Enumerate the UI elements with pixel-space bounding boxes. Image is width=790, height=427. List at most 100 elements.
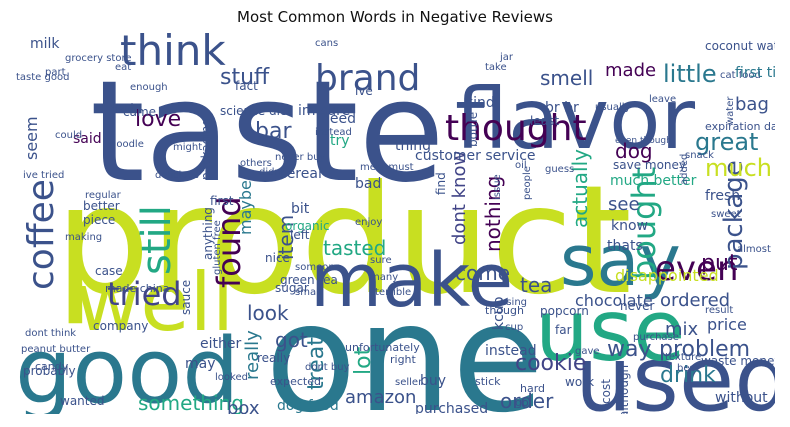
cloud-word: save money	[613, 158, 686, 172]
cloud-word: popcorn	[540, 304, 589, 318]
cloud-word: problem	[659, 337, 750, 362]
cloud-word: issue	[492, 174, 503, 200]
cloud-word: expected	[270, 375, 321, 388]
cloud-word: good	[15, 319, 239, 414]
cloud-word: enjoy	[355, 217, 382, 228]
cloud-word: thought	[445, 108, 587, 149]
cloud-word: looked	[215, 372, 248, 383]
cloud-word: candy	[35, 360, 69, 373]
cloud-word: stick	[475, 375, 501, 388]
cloud-word: something	[138, 391, 244, 414]
cloud-word: much better	[610, 173, 697, 189]
cloud-word: dont buy	[305, 362, 350, 373]
cloud-word: bought	[625, 167, 663, 280]
cloud-word: gluten free	[212, 220, 223, 275]
cloud-word: think	[120, 30, 226, 75]
cloud-word: tasted	[323, 236, 386, 260]
cloud-word: well	[75, 256, 234, 349]
cloud-word: could	[55, 130, 82, 141]
cloud-word: enough	[130, 82, 168, 93]
cloud-word: dont think	[25, 328, 76, 339]
cloud-word: snack	[685, 150, 714, 161]
cloud-word: probably	[23, 364, 76, 378]
cloud-word: cost	[599, 379, 613, 404]
cloud-word: fresh	[705, 188, 740, 204]
cloud-word: came	[123, 105, 156, 119]
cloud-word: peanut butter	[21, 344, 91, 355]
cloud-word: better	[83, 199, 120, 213]
cloud-word: drink	[660, 363, 716, 388]
cloud-word: far	[555, 323, 572, 337]
cloud-word: price	[707, 315, 747, 334]
cloud-word: much	[705, 154, 772, 182]
cloud-word: wanted	[60, 394, 104, 408]
cloud-word: said	[73, 131, 102, 147]
cloud-word: dog food	[277, 398, 339, 414]
chart-title: Most Common Words in Negative Reviews	[237, 8, 553, 26]
cloud-word: brand	[315, 58, 420, 99]
cloud-word: taste good	[16, 72, 69, 83]
cloud-word: br br	[545, 100, 579, 116]
cloud-word: order	[500, 389, 554, 413]
cloud-word: look	[247, 301, 289, 325]
cloud-word: amazon	[345, 387, 416, 408]
cloud-word: see	[608, 194, 640, 215]
cloud-word: noodle	[110, 139, 144, 150]
cloud-word: know	[611, 218, 648, 234]
cloud-word: company	[93, 319, 148, 333]
cloud-word: take	[485, 62, 507, 73]
cloud-word: use	[535, 282, 685, 381]
cloud-word: cup	[505, 322, 523, 333]
cloud-word: bad	[355, 176, 381, 192]
cloud-word: customer service	[415, 148, 536, 164]
cloud-word: unfortunately	[345, 341, 420, 354]
cloud-word: meanmust	[360, 162, 414, 173]
cloud-word: green tea	[280, 273, 338, 287]
cloud-word: made	[605, 60, 656, 81]
cloud-word: case	[95, 264, 123, 278]
cloud-word: never	[620, 299, 654, 313]
cloud-word: usually	[595, 102, 631, 113]
cloud-word: go	[515, 396, 529, 409]
cloud-word: left	[290, 228, 310, 242]
cloud-word: still	[134, 205, 180, 275]
cloud-word: piece	[83, 213, 115, 227]
cloud-word: tried	[107, 275, 182, 313]
cloud-word: never buy	[275, 152, 326, 163]
cloud-word: small	[295, 287, 322, 298]
cloud-word: packaging	[199, 118, 213, 180]
cloud-word: used	[575, 327, 775, 414]
cloud-word: others	[240, 158, 272, 169]
cloud-word: buy	[420, 373, 446, 389]
cloud-word: work	[565, 375, 594, 389]
cloud-word: instead	[485, 343, 537, 359]
cloud-word: purchased	[415, 401, 488, 414]
cloud-word: ive tried	[23, 170, 64, 181]
cloud-word: anything	[201, 207, 215, 260]
cloud-word: made china	[105, 282, 170, 295]
cloud-word: love	[135, 107, 181, 132]
cloud-word: even though	[615, 136, 672, 146]
cloud-word: may	[185, 356, 216, 372]
cloud-word: lot	[351, 346, 376, 375]
cloud-word: part	[45, 67, 66, 78]
cloud-word: great	[695, 128, 758, 156]
cloud-word: seller	[395, 377, 423, 388]
cloud-word: got	[275, 328, 308, 352]
cloud-word: disappointed	[615, 266, 719, 285]
cloud-word: although	[617, 365, 631, 414]
cloud-word: people	[522, 166, 533, 200]
cloud-word: waste money	[701, 354, 775, 368]
cloud-word: find	[434, 172, 448, 195]
cloud-word: package	[719, 160, 749, 270]
cloud-word: ive	[355, 84, 373, 98]
cloud-word: bar	[255, 119, 292, 144]
cloud-word: either	[200, 336, 241, 352]
cloud-word: jar	[499, 52, 514, 63]
cloud-word: cookie	[515, 351, 586, 376]
cloud-word: result	[705, 305, 733, 316]
cloud-word: coconut water	[705, 39, 775, 53]
cloud-word: gave	[575, 346, 600, 357]
cloud-word: actually	[568, 149, 592, 228]
cloud-word: ordered	[660, 290, 730, 311]
